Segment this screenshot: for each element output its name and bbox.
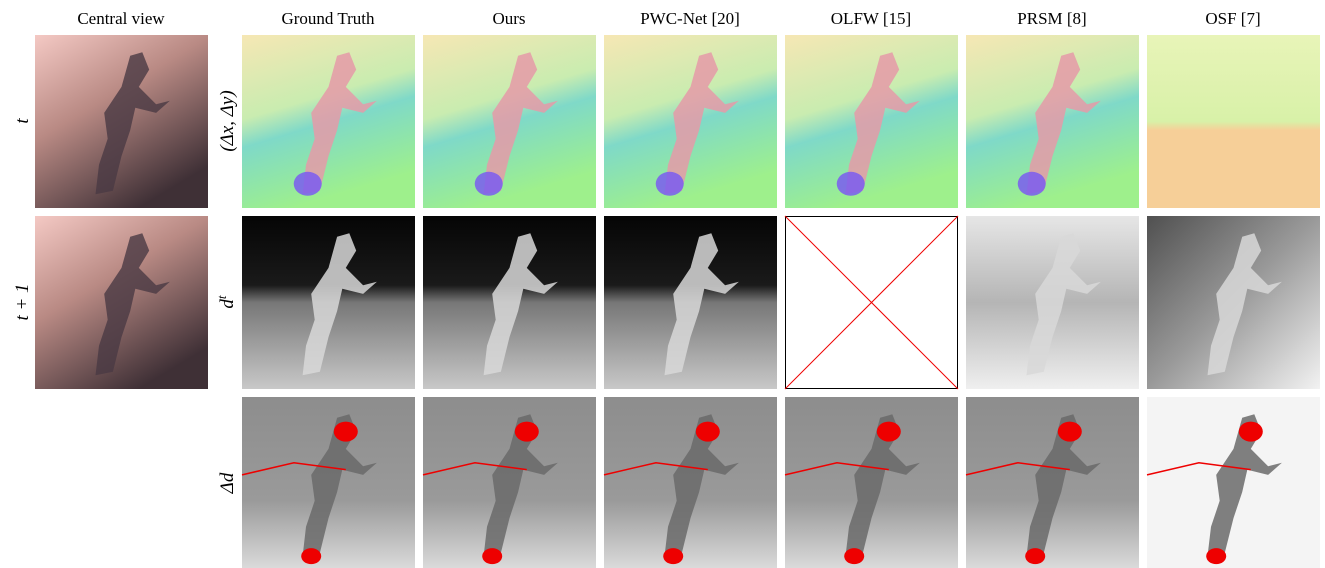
- row-label-text: Δd: [217, 472, 238, 494]
- column-header: Ground Truth: [281, 9, 375, 28]
- figure: Central view Ground Truth Ours PWC-Net [20]…: [0, 0, 1325, 568]
- image-detail: [696, 422, 720, 442]
- image-detail: [482, 548, 502, 564]
- image-detail: [1206, 548, 1226, 564]
- row-label-text: d: [217, 299, 238, 309]
- image-detail: [515, 422, 539, 442]
- column-header: Ours: [492, 9, 525, 28]
- column-header: Central view: [77, 9, 165, 28]
- column-header: PWC-Net [20]: [640, 9, 740, 28]
- image-detail: [294, 172, 322, 196]
- row-label-sup: t: [214, 295, 229, 299]
- image-detail: [334, 422, 358, 442]
- result-image: [1147, 35, 1320, 208]
- column-header: OSF [7]: [1205, 9, 1260, 28]
- row-label: Δd: [217, 472, 238, 494]
- image-detail: [1058, 422, 1082, 442]
- row-label: dt: [214, 295, 238, 309]
- image-detail: [877, 422, 901, 442]
- image-detail: [1018, 172, 1046, 196]
- image-detail: [663, 548, 683, 564]
- column-header: OLFW [15]: [831, 9, 911, 28]
- image-detail: [656, 172, 684, 196]
- image-detail: [301, 548, 321, 564]
- row-label: t: [12, 118, 33, 124]
- image-detail: [1239, 422, 1263, 442]
- column-header: PRSM [8]: [1017, 9, 1086, 28]
- image-detail: [1025, 548, 1045, 564]
- image-detail: [475, 172, 503, 196]
- row-label: (Δx, Δy): [217, 90, 238, 151]
- row-label-text: (Δx, Δy): [217, 90, 238, 151]
- row-label: t + 1: [12, 283, 33, 320]
- image-detail: [837, 172, 865, 196]
- image-detail: [844, 548, 864, 564]
